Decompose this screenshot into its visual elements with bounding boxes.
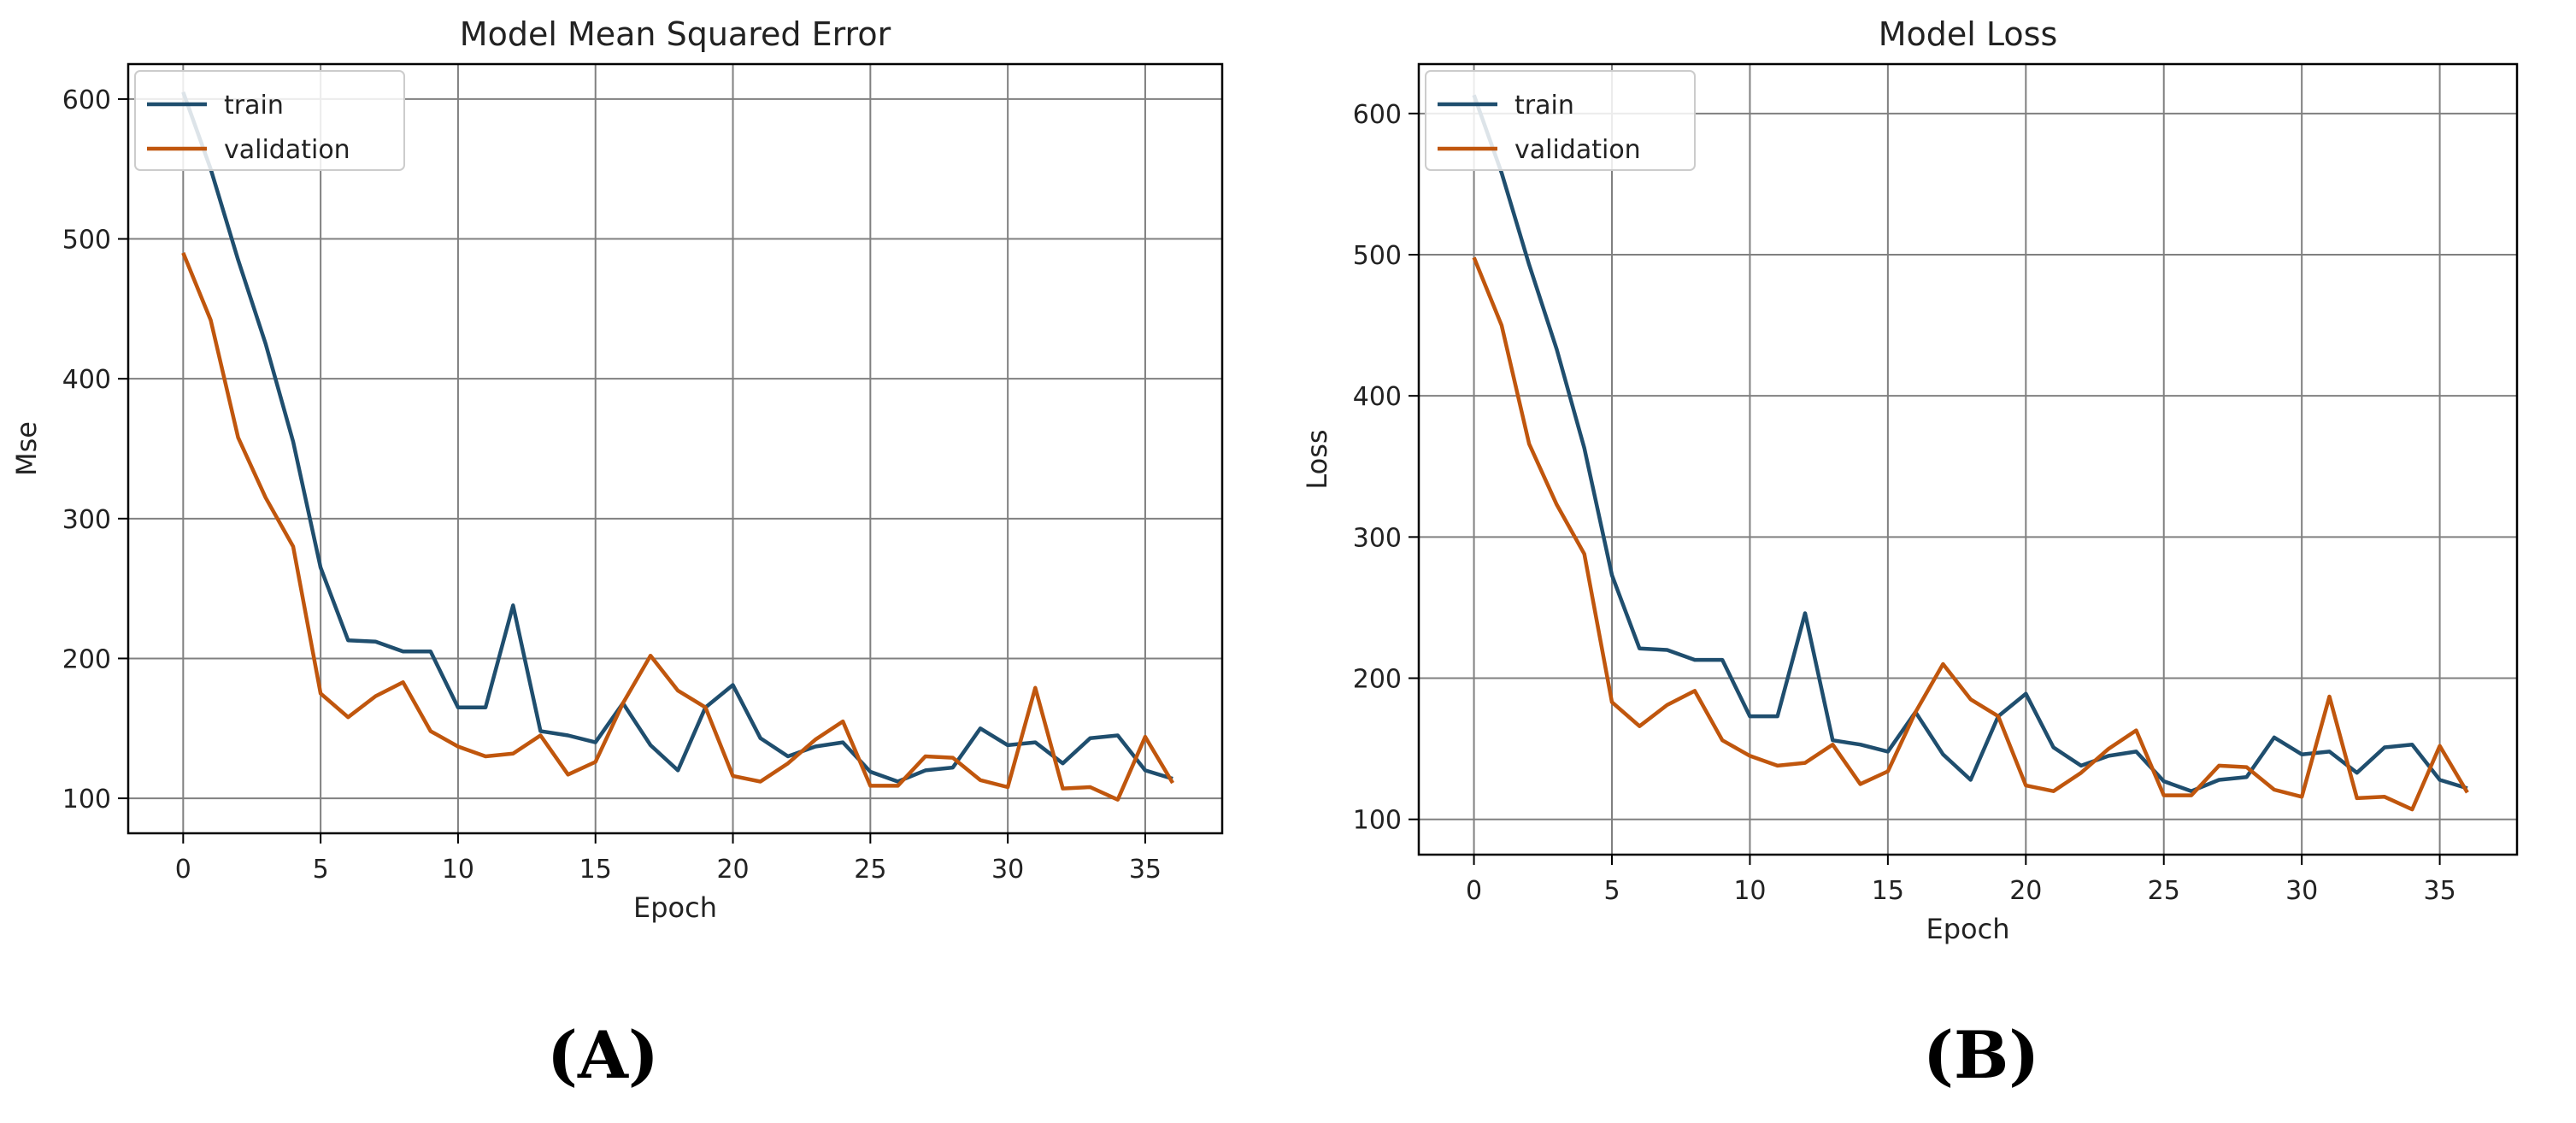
mse-xaxis-label: Epoch [633,891,717,924]
mse-ytick-label: 500 [62,226,111,256]
mse-ytick-label: 200 [62,644,111,674]
mse-legend-box [134,70,405,171]
loss-xtick-label: 5 [1603,876,1620,906]
loss-yaxis-label: Loss [1301,429,1333,489]
loss-legend-box [1425,70,1696,171]
panel-label-a: (A) [547,1017,659,1093]
mse-xtick-label: 30 [991,855,1024,885]
loss-xtick-label: 30 [2285,876,2318,906]
mse-xtick-label: 5 [313,855,329,885]
mse-ytick-label: 300 [62,505,111,535]
loss-xtick-label: 25 [2148,876,2180,906]
mse-xtick-label: 0 [175,855,191,885]
loss-ytick-label: 600 [1353,100,1402,130]
loss-ytick-label: 100 [1353,806,1402,836]
mse-legend-label-train: train [224,91,284,121]
loss-ytick-label: 300 [1353,523,1402,553]
loss-legend-label-validation: validation [1514,135,1641,165]
mse-xtick-label: 20 [716,855,749,885]
loss-series-validation-line [1472,256,2469,812]
loss-chart: 0 5 10 15 20 25 30 35 100 200 300 400 500 600 Model Lo… [1301,15,2519,945]
mse-ytick-label: 600 [62,85,111,115]
loss-xtick-label: 35 [2424,876,2456,906]
loss-axes-frame [1417,62,2519,856]
mse-yaxis-label: Mse [10,421,43,476]
mse-xtick-label: 15 [579,855,612,885]
loss-xtick-label: 0 [1466,876,1482,906]
mse-chart-title: Model Mean Squared Error [460,15,891,53]
mse-series-validation-line [181,252,1175,802]
mse-xtick-label: 10 [442,855,474,885]
loss-ytick-label: 400 [1353,382,1402,412]
mse-axes-frame [126,62,1224,835]
mse-legend-label-validation: validation [224,135,350,165]
loss-xtick-label: 20 [2009,876,2042,906]
mse-series-train-line [181,91,1173,784]
loss-xaxis-label: Epoch [1926,913,2010,945]
loss-ytick-label: 200 [1353,665,1402,695]
mse-ytick-label: 100 [62,785,111,814]
mse-xtick-label: 25 [854,855,886,885]
loss-series-train-line [1472,94,2468,793]
loss-xtick-label: 10 [1733,876,1766,906]
mse-legend: train validation [134,70,405,171]
panel-label-b: (B) [1923,1017,2040,1093]
mse-ytick-label: 400 [62,365,111,395]
loss-chart-title: Model Loss [1879,15,2058,53]
loss-ytick-label: 500 [1353,241,1402,271]
loss-legend-label-train: train [1514,91,1574,121]
loss-legend: train validation [1425,70,1696,171]
loss-xtick-label: 15 [1872,876,1904,906]
mse-chart: 0 5 10 15 20 25 30 35 100 200 300 400 500 600 Model Me… [10,15,1224,924]
mse-xtick-label: 35 [1129,855,1162,885]
